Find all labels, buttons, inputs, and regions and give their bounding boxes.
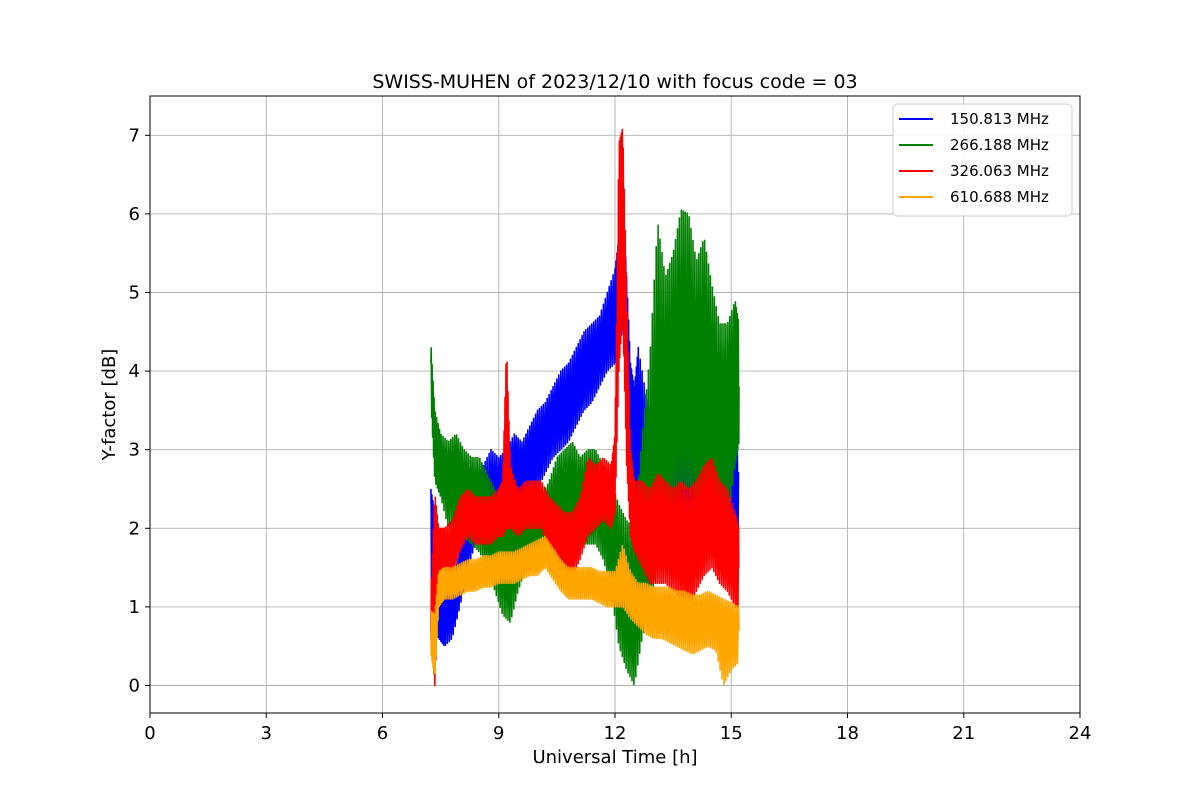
- x-tick-label: 6: [377, 723, 388, 744]
- series-line: [430, 535, 740, 686]
- legend-box: [892, 103, 1073, 217]
- x-axis-label: Universal Time [h]: [532, 747, 697, 768]
- legend-label: 326.063 MHz: [950, 162, 1049, 180]
- y-tick-label: 7: [129, 125, 140, 146]
- y-tick-label: 5: [129, 282, 140, 303]
- y-tick-label: 2: [129, 518, 140, 539]
- series-line: [430, 128, 740, 687]
- y-tick-label: 1: [129, 597, 140, 618]
- y-tick-label: 4: [129, 361, 140, 382]
- chart-title: SWISS-MUHEN of 2023/12/10 with focus cod…: [372, 71, 857, 93]
- y-tick-label: 0: [129, 675, 140, 696]
- x-tick-label: 9: [493, 723, 504, 744]
- legend-label: 610.688 MHz: [950, 188, 1049, 206]
- x-tick-label: 3: [261, 723, 272, 744]
- x-tick-label: 15: [720, 723, 743, 744]
- x-tick-label: 18: [836, 723, 859, 744]
- y-tick-label: 6: [129, 204, 140, 225]
- x-tick-label: 24: [1069, 723, 1092, 744]
- x-tick-label: 12: [604, 723, 627, 744]
- x-tick-label: 0: [144, 723, 155, 744]
- legend: 150.813 MHz 266.188 MHz 326.063 MHz 610.688…: [892, 103, 1073, 217]
- legend-label: 266.188 MHz: [950, 136, 1049, 154]
- y-tick-label: 3: [129, 440, 140, 461]
- legend-label: 150.813 MHz: [950, 110, 1049, 128]
- x-tick-label: 21: [952, 723, 975, 744]
- y-axis-label: Y-factor [dB]: [99, 349, 120, 462]
- plot-series: [430, 128, 740, 687]
